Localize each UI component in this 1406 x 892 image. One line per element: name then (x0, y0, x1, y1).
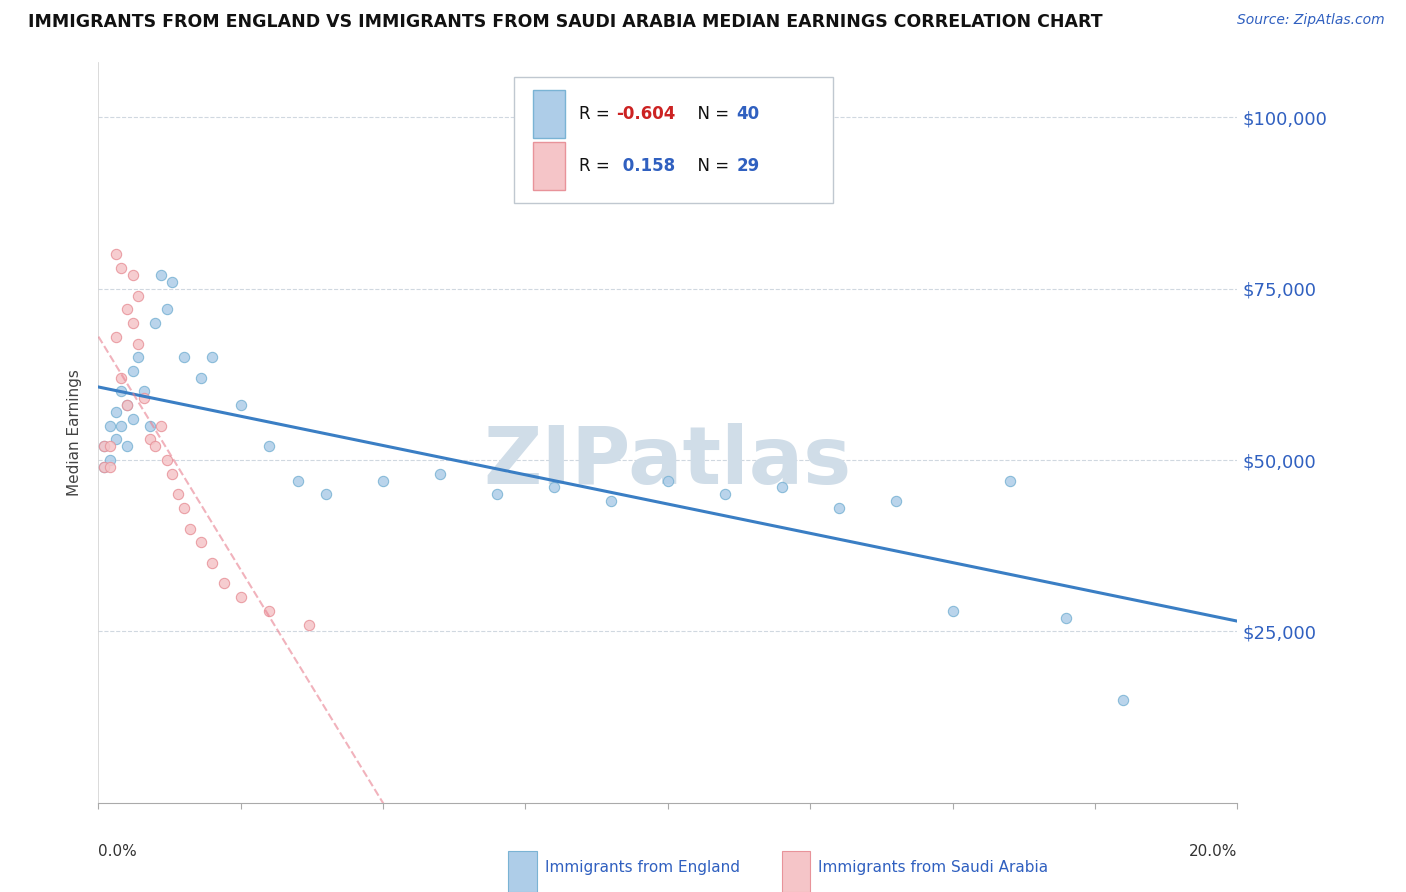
Point (167, 487, 190, 501)
Point (98, 453, 121, 467)
Point (115, 398, 138, 412)
Point (132, 384, 155, 399)
Point (190, 371, 212, 385)
Bar (533, 142, 565, 190)
Point (127, 336, 149, 351)
Y-axis label: Median Earnings: Median Earnings (67, 369, 83, 496)
Point (104, 247, 127, 261)
Point (201, 350, 224, 364)
Point (884, 494, 907, 508)
Point (115, 439, 138, 453)
Text: 0.0%: 0.0% (98, 844, 138, 858)
Point (145, 316, 167, 330)
Text: -0.604: -0.604 (617, 105, 676, 123)
Point (121, 364, 143, 378)
Point (138, 433, 160, 447)
Text: N =: N = (688, 157, 734, 175)
Point (229, 590, 252, 604)
Point (93, 439, 115, 453)
Text: R =: R = (579, 157, 614, 175)
Point (121, 316, 143, 330)
Point (162, 275, 184, 289)
Point (156, 453, 179, 467)
Point (93, 439, 115, 453)
Point (212, 576, 235, 591)
Text: 40: 40 (737, 105, 759, 123)
Bar (509, 851, 537, 892)
Point (150, 268, 173, 282)
Point (486, 487, 509, 501)
Point (93, 459, 115, 474)
Point (127, 350, 149, 364)
Point (259, 604, 281, 618)
Bar (782, 851, 810, 892)
Text: Source: ZipAtlas.com: Source: ZipAtlas.com (1237, 13, 1385, 28)
Text: R =: R = (579, 105, 614, 123)
Point (770, 480, 793, 494)
Text: N =: N = (688, 105, 734, 123)
Point (138, 418, 160, 433)
Point (115, 398, 138, 412)
Point (942, 604, 965, 618)
Point (150, 418, 173, 433)
Point (600, 494, 623, 508)
Point (1112, 693, 1135, 707)
Point (115, 302, 138, 317)
Point (373, 474, 395, 488)
Point (828, 501, 851, 516)
Text: IMMIGRANTS FROM ENGLAND VS IMMIGRANTS FROM SAUDI ARABIA MEDIAN EARNINGS CORRELAT: IMMIGRANTS FROM ENGLAND VS IMMIGRANTS FR… (28, 13, 1102, 31)
Point (104, 405, 127, 419)
Point (429, 467, 451, 481)
Point (259, 439, 281, 453)
Point (127, 288, 149, 302)
Point (315, 487, 337, 501)
FancyBboxPatch shape (515, 78, 832, 203)
Point (145, 439, 167, 453)
Point (179, 522, 201, 536)
Point (173, 350, 195, 364)
Point (287, 474, 309, 488)
Point (657, 474, 679, 488)
Point (298, 617, 321, 632)
Point (121, 268, 143, 282)
Point (132, 392, 155, 406)
Point (104, 329, 127, 343)
Bar (533, 90, 565, 138)
Point (98, 459, 121, 474)
Text: Immigrants from England: Immigrants from England (546, 861, 740, 875)
Text: 29: 29 (737, 157, 759, 175)
Point (98, 439, 121, 453)
Point (998, 474, 1021, 488)
Point (121, 412, 143, 426)
Point (201, 556, 224, 570)
Point (156, 302, 179, 317)
Point (190, 535, 212, 549)
Point (229, 398, 252, 412)
Point (93, 459, 115, 474)
Text: Immigrants from Saudi Arabia: Immigrants from Saudi Arabia (818, 861, 1049, 875)
Point (110, 371, 132, 385)
Point (110, 384, 132, 399)
Point (173, 501, 195, 516)
Text: 20.0%: 20.0% (1189, 844, 1237, 858)
Point (714, 487, 737, 501)
Point (110, 261, 132, 276)
Point (104, 433, 127, 447)
Point (162, 467, 184, 481)
Point (543, 480, 565, 494)
Text: 0.158: 0.158 (617, 157, 675, 175)
Point (98, 418, 121, 433)
Point (110, 418, 132, 433)
Text: ZIPatlas: ZIPatlas (484, 423, 852, 501)
Point (1056, 610, 1078, 624)
